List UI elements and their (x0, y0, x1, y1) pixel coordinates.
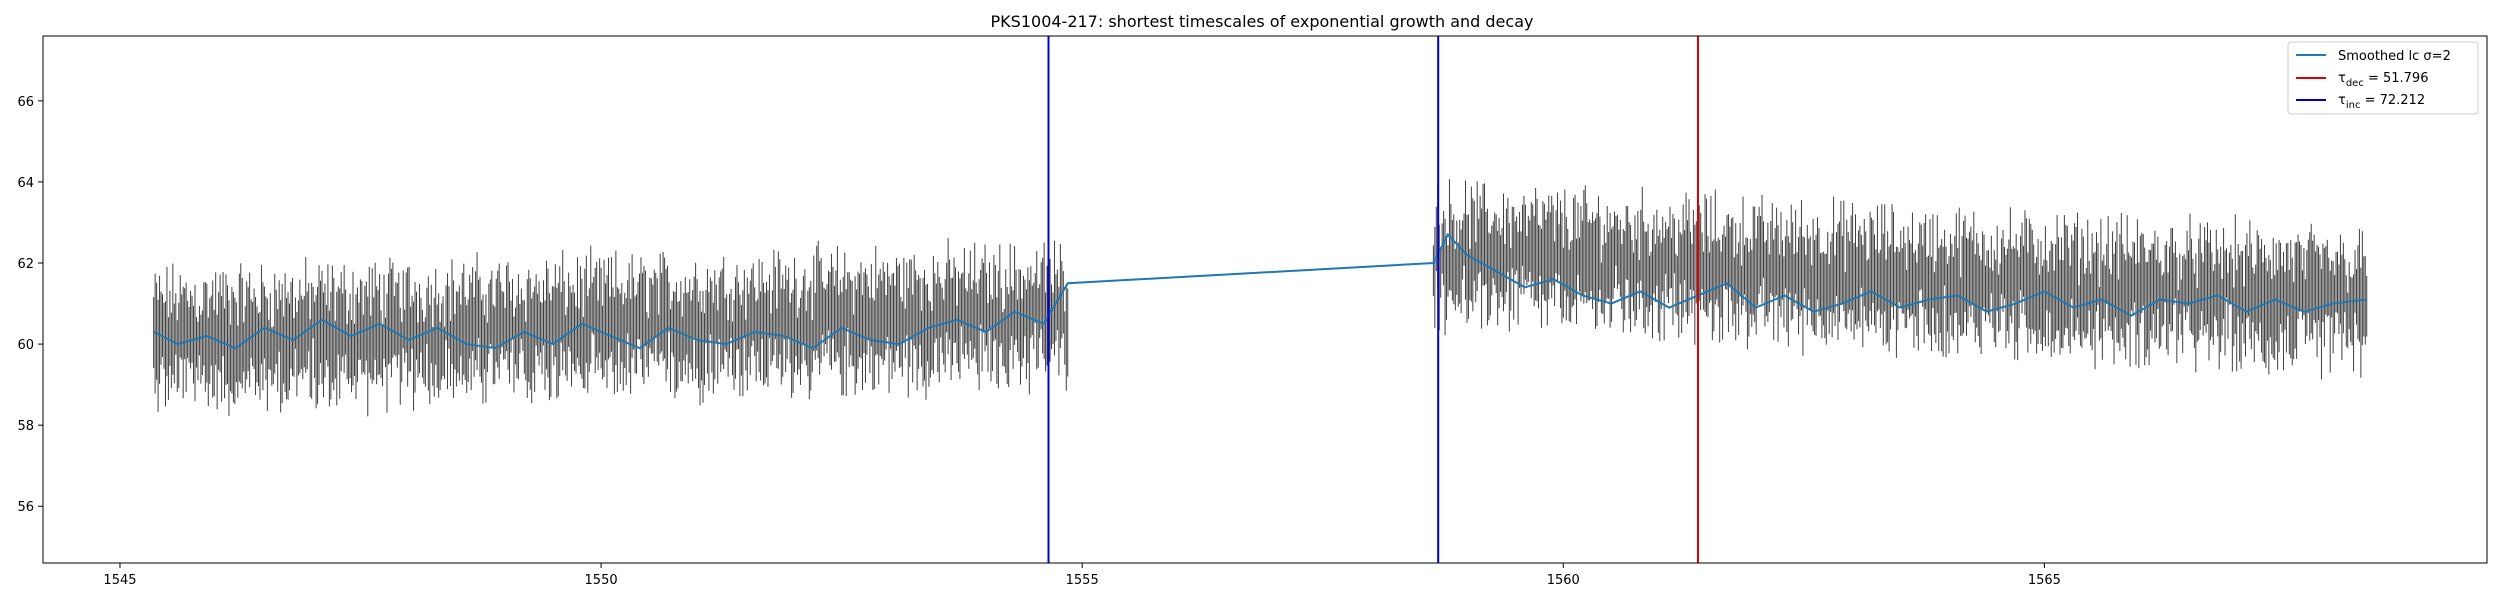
plot-frame (42, 35, 2488, 564)
series-layer (153, 232, 2367, 350)
x-tick-label-1: 1550 (585, 573, 618, 588)
legend-label-smoothed: Smoothed lc σ=2 (2338, 49, 2451, 64)
legend-frame (2287, 41, 2479, 115)
legend: Smoothed lc σ=2 τdec = 51.796 τinc = 72.… (2287, 41, 2479, 115)
x-axis: 1545 1550 1555 1560 1565 (103, 563, 2061, 588)
series-line-smoothed (153, 232, 2367, 350)
legend-label-tau-dec-base: τ (2338, 71, 2346, 86)
legend-label-tau-dec: τdec = 51.796 (2338, 71, 2428, 89)
x-tick-label-0: 1545 (103, 573, 136, 588)
errorbar-layer (153, 179, 2368, 417)
y-axis: 56 58 60 62 64 66 (17, 95, 43, 515)
legend-label-tau-dec-value: = 51.796 (2364, 71, 2429, 86)
vline-layer (1047, 36, 1699, 563)
y-tick-label-5: 66 (17, 95, 34, 110)
legend-label-tau-inc: τinc = 72.212 (2338, 93, 2425, 111)
legend-label-tau-inc-value: = 72.212 (2360, 93, 2425, 108)
y-tick-label-2: 60 (17, 338, 34, 353)
y-tick-label-3: 62 (17, 257, 34, 272)
y-tick-label-4: 64 (17, 176, 34, 191)
x-tick-label-2: 1555 (1066, 573, 1099, 588)
x-tick-label-4: 1565 (2028, 573, 2061, 588)
x-tick-label-3: 1560 (1547, 573, 1580, 588)
legend-label-tau-dec-sub: dec (2346, 78, 2364, 89)
y-tick-label-0: 56 (17, 500, 34, 515)
y-tick-label-1: 58 (17, 419, 34, 434)
legend-label-tau-inc-sub: inc (2346, 100, 2361, 111)
chart-title: PKS1004-217: shortest timescales of expo… (991, 12, 1534, 31)
legend-label-tau-inc-base: τ (2338, 93, 2346, 108)
